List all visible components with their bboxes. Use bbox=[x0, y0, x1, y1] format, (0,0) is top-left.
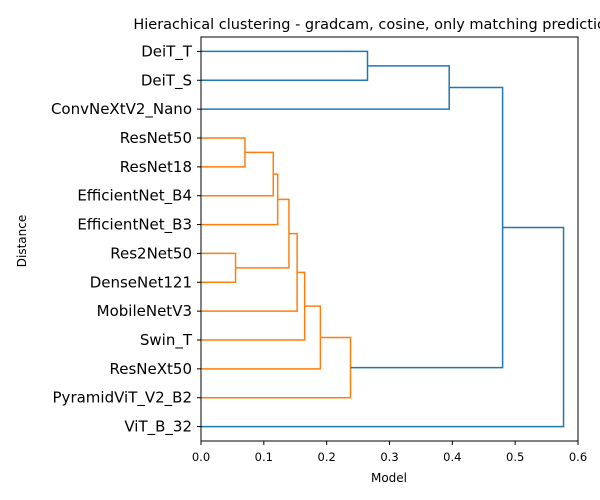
dendrogram-link-7 bbox=[235, 198, 290, 269]
dendrogram-link-4 bbox=[201, 151, 275, 197]
leaf-label: Swin_T bbox=[140, 331, 193, 350]
leaf-label: DeiT_S bbox=[141, 71, 192, 90]
leaf-label: ResNet18 bbox=[120, 158, 192, 176]
x-tick-label: 0.3 bbox=[380, 450, 398, 464]
x-tick-label: 0.0 bbox=[192, 450, 210, 464]
leaf-label: DenseNet121 bbox=[90, 273, 192, 291]
dendrogram-link-5 bbox=[201, 173, 279, 226]
leaf-label: ResNet50 bbox=[120, 129, 192, 147]
y-axis-label: Distance bbox=[15, 215, 29, 267]
x-tick-label: 0.1 bbox=[255, 450, 273, 464]
dendrogram-link-12 bbox=[350, 86, 504, 369]
x-tick-label: 0.2 bbox=[318, 450, 336, 464]
dendrogram-link-13 bbox=[201, 226, 565, 428]
dendrogram-link-6 bbox=[201, 252, 237, 284]
x-tick-label: 0.6 bbox=[569, 450, 587, 464]
dendrogram-links bbox=[201, 50, 565, 428]
dendrogram-link-10 bbox=[201, 305, 322, 370]
leaf-label: MobileNetV3 bbox=[97, 302, 192, 320]
dendrogram-link-8 bbox=[201, 232, 298, 312]
plot-frame bbox=[200, 36, 579, 442]
x-axis-ticks: 0.0 0.1 0.2 0.3 0.4 0.5 0.6 bbox=[192, 441, 587, 464]
dendrogram-link-11 bbox=[201, 336, 352, 399]
leaf-label: ViT_B_32 bbox=[124, 418, 192, 437]
leaf-label: EfficientNet_B4 bbox=[77, 187, 192, 206]
leaf-labels: DeiT_T DeiT_S ConvNeXtV2_Nano ResNet50 ResNe… bbox=[51, 42, 201, 437]
leaf-label: PyramidViT_V2_B2 bbox=[53, 389, 192, 408]
leaf-label: Res2Net50 bbox=[110, 244, 192, 262]
x-tick-label: 0.4 bbox=[443, 450, 461, 464]
chart-title: Hierachical clustering - gradcam, cosine… bbox=[133, 17, 600, 33]
dendrogram-link-3 bbox=[201, 137, 246, 168]
leaf-label: DeiT_T bbox=[141, 42, 193, 61]
x-tick-label: 0.5 bbox=[506, 450, 524, 464]
leaf-label: ConvNeXtV2_Nano bbox=[51, 100, 192, 119]
x-axis-label: Model bbox=[371, 471, 407, 485]
leaf-label: ResNeXt50 bbox=[110, 360, 193, 378]
dendrogram-link-1 bbox=[201, 50, 369, 82]
leaf-label: EfficientNet_B3 bbox=[77, 216, 192, 235]
dendrogram-link-2 bbox=[201, 65, 450, 110]
